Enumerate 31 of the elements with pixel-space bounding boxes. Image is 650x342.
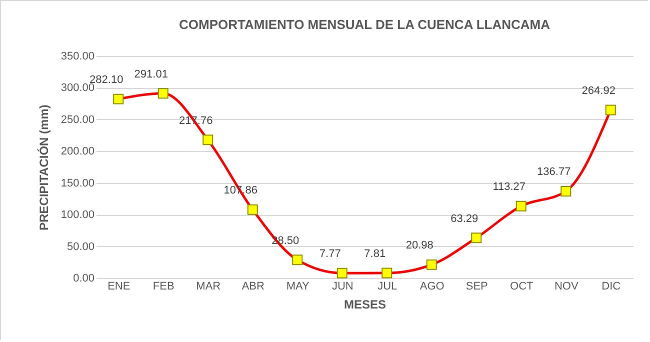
- data-label: 7.81: [364, 248, 386, 260]
- x-tick-label: MAY: [286, 280, 310, 292]
- data-label: 20.98: [406, 240, 434, 252]
- data-label: 7.77: [319, 248, 341, 260]
- x-tick-label: FEB: [152, 280, 174, 292]
- x-tick-label: JUN: [332, 280, 354, 292]
- x-tick-label: MAR: [196, 280, 221, 292]
- x-tick-label: SEP: [466, 280, 488, 292]
- data-label: 63.29: [450, 212, 478, 225]
- y-tick-label: 100.00: [60, 209, 94, 222]
- data-label: 264.92: [582, 84, 616, 97]
- y-tick-label: 350.00: [60, 50, 94, 62]
- y-tick-label: 200.00: [60, 146, 94, 158]
- x-tick-label: AGO: [420, 280, 445, 292]
- x-tick-label: OCT: [510, 280, 534, 292]
- x-tick-label: ABR: [242, 280, 264, 292]
- y-axis-title: PRECIPITACIÓN (mm): [36, 104, 51, 230]
- y-tick-label: 250.00: [60, 114, 94, 126]
- data-label: 136.77: [537, 166, 571, 178]
- chart-title: COMPORTAMIENTO MENSUAL DE LA CUENCA LLANCAMA: [179, 17, 551, 32]
- y-tick-label: 0.00: [73, 272, 94, 284]
- y-tick-label: 150.00: [60, 177, 94, 190]
- data-label: 291.01: [134, 68, 168, 80]
- x-tick-label: NOV: [554, 280, 579, 292]
- data-label: 113.27: [492, 181, 526, 194]
- x-tick-label: ENE: [108, 280, 130, 292]
- x-axis-title: MESES: [344, 298, 386, 312]
- x-tick-label: JUL: [378, 280, 398, 292]
- x-tick-label: DIC: [602, 280, 621, 292]
- y-tick-label: 300.00: [60, 82, 94, 94]
- y-tick-label: 50.00: [66, 240, 94, 253]
